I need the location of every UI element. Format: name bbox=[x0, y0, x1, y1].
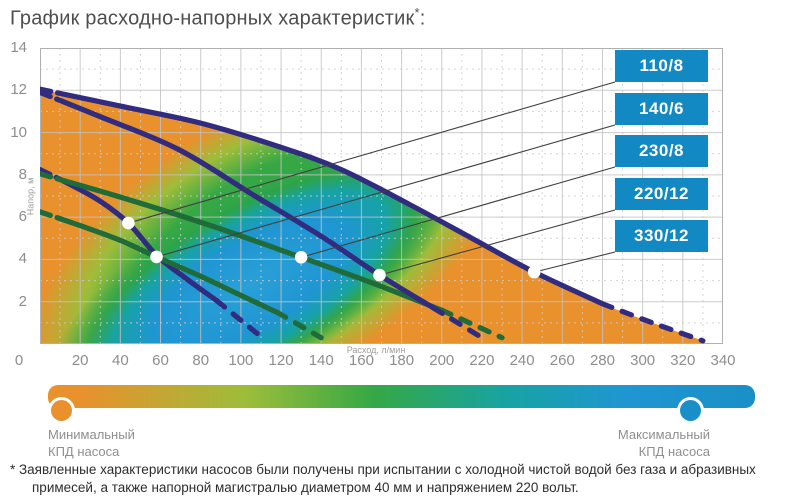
y-tick-label-4: 4 bbox=[18, 250, 27, 268]
y-axis-label: Напор, м bbox=[25, 177, 36, 216]
pump-curve-330-12 bbox=[40, 86, 706, 344]
marker-dot-230-8 bbox=[294, 251, 308, 264]
min-efficiency-marker-icon bbox=[51, 400, 72, 421]
x-tick-label-200: 200 bbox=[429, 352, 455, 369]
leader-line-110-8 bbox=[128, 81, 616, 224]
max-efficiency-label: Максимальный КПД насоса bbox=[618, 426, 710, 460]
chart-title: График расходно-напорных характеристик*: bbox=[10, 5, 426, 31]
legend-box-110-8: 110/8 bbox=[615, 50, 708, 82]
title-asterisk: * bbox=[414, 5, 420, 20]
x-tick-label-300: 300 bbox=[630, 352, 656, 369]
x-tick-label-320: 320 bbox=[670, 352, 696, 369]
title-text: График расходно-напорных характеристик bbox=[10, 7, 415, 30]
x-tick-label-280: 280 bbox=[589, 352, 615, 369]
leader-line-140-6 bbox=[156, 124, 616, 258]
x-tick-label-340: 340 bbox=[710, 352, 736, 369]
leader-line-220-12 bbox=[379, 209, 616, 276]
max-efficiency-label-line1: Максимальный bbox=[617, 427, 710, 442]
x-tick-label-80: 80 bbox=[192, 352, 210, 369]
chart-canvas bbox=[40, 48, 723, 344]
min-efficiency-label-line2: КПД насоса bbox=[48, 444, 120, 459]
legend-box-140-6: 140/6 bbox=[615, 93, 708, 125]
x-tick-label-40: 40 bbox=[112, 352, 129, 369]
plot-border bbox=[40, 48, 723, 344]
x-tick-label-260: 260 bbox=[549, 352, 575, 369]
marker-dot-140-6 bbox=[150, 250, 163, 264]
marker-dot-220-12 bbox=[373, 268, 386, 282]
x-tick-label-240: 240 bbox=[509, 352, 535, 369]
max-efficiency-marker-icon bbox=[680, 400, 701, 421]
marker-dot-330-12 bbox=[527, 265, 541, 279]
min-efficiency-label-line1: Минимальный bbox=[48, 427, 135, 442]
x-tick-label-180: 180 bbox=[389, 352, 415, 369]
legend-box-230-8: 230/8 bbox=[615, 135, 708, 167]
y-tick-label-10: 10 bbox=[10, 123, 27, 141]
x-tick-label-60: 60 bbox=[152, 352, 169, 369]
x-tick-label-140: 140 bbox=[308, 352, 334, 369]
x-tick-label-100: 100 bbox=[228, 352, 254, 369]
max-efficiency-label-line2: КПД насоса bbox=[638, 444, 710, 459]
pump-curve-230-8 bbox=[40, 171, 505, 341]
x-tick-label-160: 160 bbox=[348, 352, 374, 369]
efficiency-gradient-bar bbox=[48, 385, 755, 408]
min-efficiency-label: Минимальный КПД насоса bbox=[48, 426, 135, 460]
leader-line-330-12 bbox=[534, 251, 616, 273]
marker-dot-110-8 bbox=[122, 216, 135, 230]
x-tick-label-0: 0 bbox=[14, 352, 24, 369]
x-tick-label-220: 220 bbox=[469, 352, 495, 369]
leader-line-230-8 bbox=[300, 166, 616, 258]
x-tick-label-20: 20 bbox=[71, 352, 89, 369]
y-tick-label-6: 6 bbox=[18, 208, 27, 226]
y-tick-label-8: 8 bbox=[18, 165, 27, 183]
legend-box-220-12: 220/12 bbox=[615, 178, 708, 210]
y-tick-label-14: 14 bbox=[10, 39, 27, 56]
title-colon: : bbox=[419, 7, 426, 30]
x-axis-label: Расход, л/мин bbox=[346, 345, 406, 355]
footnote: * Заявленные характеристики насосов были… bbox=[10, 462, 756, 495]
y-tick-label-12: 12 bbox=[10, 81, 27, 99]
legend-box-330-12: 330/12 bbox=[615, 220, 708, 252]
y-tick-label-2: 2 bbox=[18, 292, 27, 310]
chart-plot-area bbox=[40, 48, 723, 344]
x-tick-label-120: 120 bbox=[268, 352, 294, 369]
